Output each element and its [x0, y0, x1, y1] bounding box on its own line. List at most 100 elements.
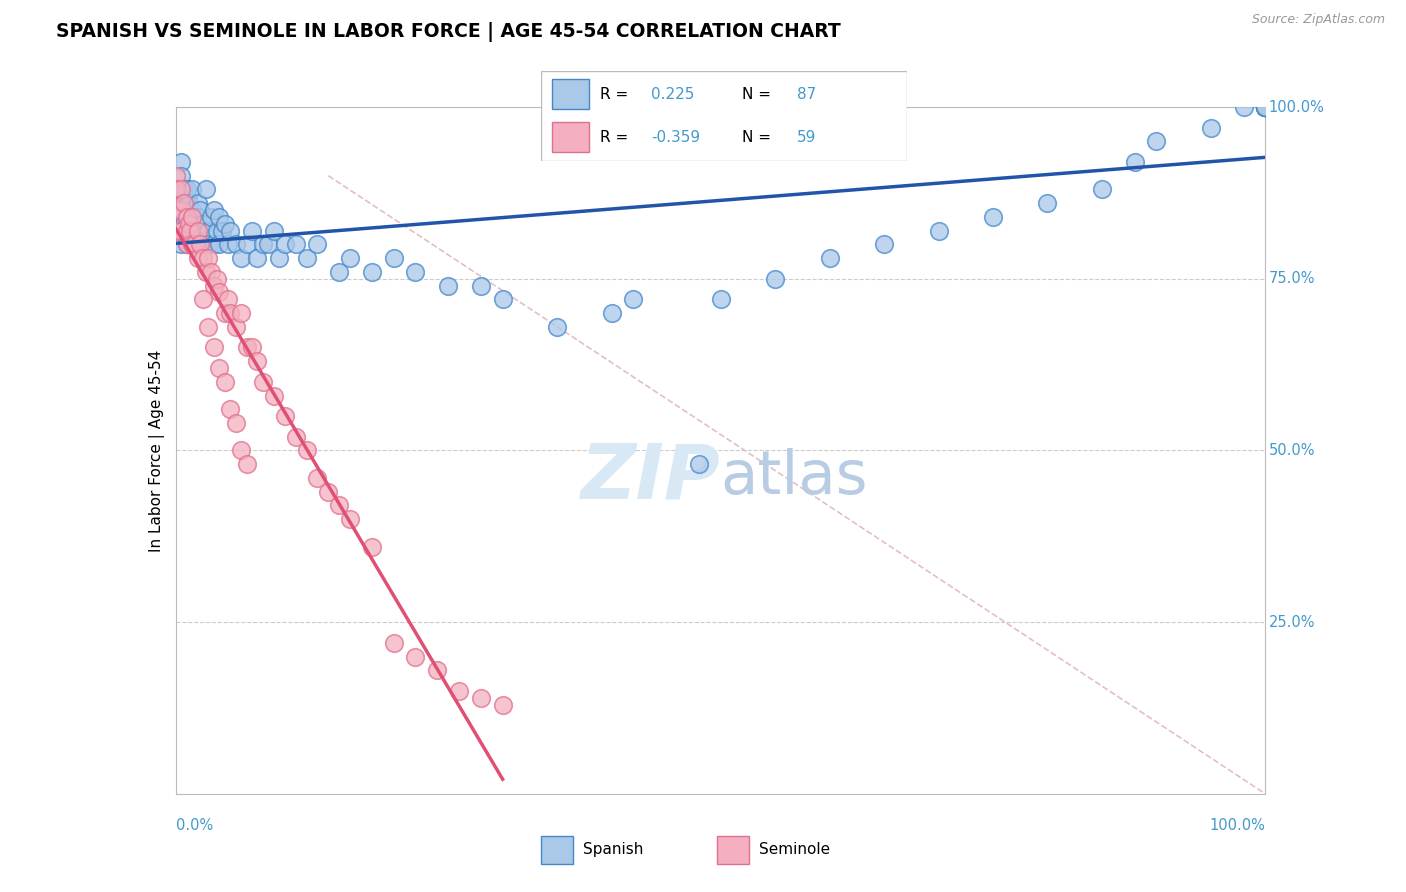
Text: 59: 59: [797, 130, 817, 145]
Point: [170, 182, 193, 196]
Text: 25.0%: 25.0%: [1268, 615, 1315, 630]
Point: [177, 196, 200, 211]
Point: [307, 471, 329, 485]
Point: [328, 499, 350, 513]
Point: [173, 217, 195, 231]
Point: [170, 196, 193, 211]
Point: [252, 237, 274, 252]
Text: Source: ZipAtlas.com: Source: ZipAtlas.com: [1251, 13, 1385, 27]
Point: [184, 224, 207, 238]
Point: [170, 169, 193, 183]
Point: [176, 224, 198, 238]
Point: [173, 196, 195, 211]
Point: [437, 278, 460, 293]
Point: [600, 306, 623, 320]
Point: [181, 237, 204, 252]
Point: [186, 251, 209, 265]
Point: [176, 237, 198, 252]
Bar: [553, 122, 589, 152]
Point: [763, 271, 786, 285]
Point: [177, 217, 200, 231]
Point: [295, 251, 318, 265]
Bar: [717, 836, 748, 863]
Point: [202, 237, 225, 252]
Point: [191, 237, 214, 252]
Point: [202, 278, 225, 293]
Bar: [553, 79, 589, 109]
Bar: [541, 836, 574, 863]
Point: [269, 251, 291, 265]
Point: [284, 430, 307, 444]
Point: [225, 416, 247, 430]
Point: [208, 237, 231, 252]
Point: [217, 237, 239, 252]
Point: [1254, 100, 1277, 114]
Point: [191, 217, 214, 231]
Point: [426, 663, 449, 677]
Y-axis label: In Labor Force | Age 45-54: In Labor Force | Age 45-54: [149, 350, 165, 551]
Point: [1254, 100, 1277, 114]
Point: [165, 169, 187, 183]
Point: [470, 278, 492, 293]
Point: [208, 210, 231, 224]
Text: 0.0%: 0.0%: [176, 818, 212, 833]
Point: [235, 457, 257, 471]
Point: [191, 251, 214, 265]
Point: [225, 237, 247, 252]
Text: ZIP: ZIP: [581, 441, 721, 515]
Point: [214, 375, 236, 389]
Point: [176, 210, 198, 224]
Point: [177, 224, 200, 238]
Point: [1091, 182, 1114, 196]
Point: [225, 319, 247, 334]
Point: [447, 683, 470, 698]
Point: [246, 354, 269, 368]
Point: [235, 340, 257, 354]
Point: [176, 182, 198, 196]
Point: [339, 251, 361, 265]
Point: [1254, 100, 1277, 114]
Point: [1254, 100, 1277, 114]
Point: [195, 182, 218, 196]
Point: [200, 265, 222, 279]
Text: 0.225: 0.225: [651, 87, 695, 102]
Point: [214, 306, 236, 320]
Point: [170, 237, 193, 252]
Point: [240, 224, 263, 238]
Point: [181, 182, 204, 196]
Point: [1254, 100, 1277, 114]
Text: 87: 87: [797, 87, 817, 102]
Point: [1036, 196, 1059, 211]
Point: [165, 203, 187, 218]
Point: [1254, 100, 1277, 114]
Point: [492, 698, 515, 712]
Point: [257, 237, 280, 252]
Point: [710, 293, 733, 307]
Point: [1254, 100, 1277, 114]
Point: [211, 224, 233, 238]
Point: [191, 293, 214, 307]
Point: [179, 224, 201, 238]
Point: [231, 251, 253, 265]
Point: [295, 443, 318, 458]
Text: N =: N =: [742, 87, 776, 102]
Text: N =: N =: [742, 130, 776, 145]
Point: [205, 271, 228, 285]
Point: [492, 293, 515, 307]
Point: [188, 237, 211, 252]
Text: R =: R =: [600, 87, 633, 102]
Point: [1232, 100, 1256, 114]
Point: [200, 210, 222, 224]
Point: [176, 196, 198, 211]
Point: [217, 293, 239, 307]
Point: [197, 251, 219, 265]
Point: [307, 237, 329, 252]
Point: [219, 224, 242, 238]
Point: [181, 203, 204, 218]
Point: [181, 237, 204, 252]
Point: [184, 237, 207, 252]
Point: [360, 540, 382, 554]
Point: [165, 203, 187, 218]
Point: [173, 182, 195, 196]
Point: [263, 224, 285, 238]
